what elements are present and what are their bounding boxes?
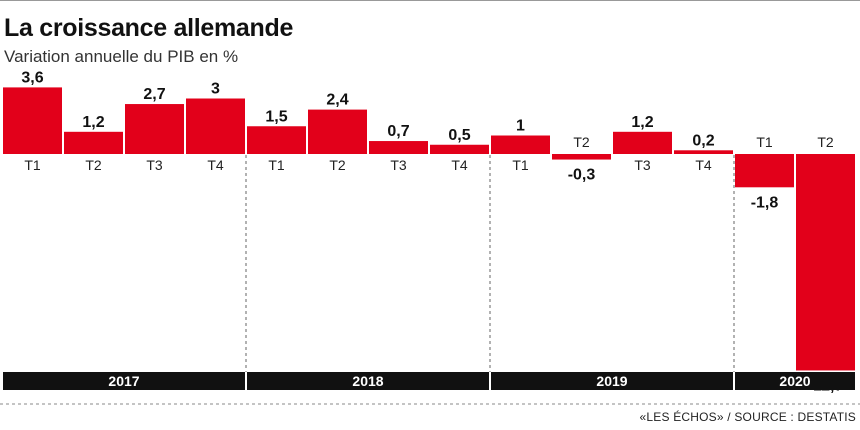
quarter-label-2019-T2: T2	[573, 134, 590, 150]
year-band-2020	[735, 372, 855, 390]
quarter-label-2019-T4: T4	[695, 157, 712, 173]
bar-2018-T1	[247, 126, 306, 154]
data-label-2019-T3: 1,2	[631, 114, 653, 131]
bar-2020-T1	[735, 154, 794, 188]
year-label-2018: 2018	[352, 373, 383, 389]
bar-2019-T3	[613, 131, 672, 154]
quarter-label-2017-T1: T1	[24, 157, 41, 173]
bar-2017-T1	[3, 87, 62, 154]
data-label-2018-T4: 0,5	[448, 127, 470, 144]
year-label-2017: 2017	[108, 373, 139, 389]
year-band-2019	[491, 372, 733, 390]
data-label-2018-T1: 1,5	[265, 108, 287, 125]
bar-2019-T1	[491, 135, 550, 154]
chart-subtitle: Variation annuelle du PIB en %	[4, 47, 239, 66]
quarter-label-2017-T3: T3	[146, 157, 163, 173]
bar-2017-T3	[125, 104, 184, 154]
data-label-2017-T3: 2,7	[143, 86, 165, 103]
year-label-2019: 2019	[596, 373, 627, 389]
quarter-label-2019-T1: T1	[512, 157, 529, 173]
bar-2019-T4	[674, 150, 733, 154]
quarter-label-2017-T2: T2	[85, 157, 102, 173]
year-label-2020: 2020	[779, 373, 810, 389]
data-label-2019-T2: -0,3	[568, 167, 596, 184]
quarter-label-2018-T4: T4	[451, 157, 468, 173]
data-label-2020-T1: -1,8	[751, 194, 779, 211]
data-label-2019-T4: 0,2	[692, 132, 714, 149]
top-rule	[0, 0, 860, 1]
quarter-label-2018-T3: T3	[390, 157, 407, 173]
quarter-label-2018-T2: T2	[329, 157, 346, 173]
quarter-label-2017-T4: T4	[207, 157, 224, 173]
bar-2018-T4	[430, 144, 489, 154]
data-label-2018-T3: 0,7	[387, 123, 409, 140]
bar-2020-T2	[796, 154, 855, 371]
quarter-label-2020-T1: T1	[756, 134, 773, 150]
bar-2018-T3	[369, 141, 428, 154]
data-label-2017-T4: 3	[211, 81, 220, 98]
source-credit: «LES ÉCHOS» / SOURCE : DESTATIS	[639, 410, 856, 424]
quarter-label-2019-T3: T3	[634, 157, 651, 173]
bar-2017-T2	[64, 131, 123, 154]
data-label-2017-T1: 3,6	[21, 69, 43, 86]
year-band-2018	[247, 372, 489, 390]
data-label-2019-T1: 1	[516, 118, 525, 135]
data-label-2017-T2: 1,2	[82, 114, 104, 131]
bar-2017-T4	[186, 98, 245, 154]
chart-title: La croissance allemande	[4, 14, 294, 42]
bar-2018-T2	[308, 109, 367, 154]
year-band-2017	[3, 372, 245, 390]
data-label-2018-T2: 2,4	[326, 92, 348, 109]
quarter-label-2020-T2: T2	[817, 134, 834, 150]
bar-2019-T2	[552, 154, 611, 160]
quarter-label-2018-T1: T1	[268, 157, 285, 173]
